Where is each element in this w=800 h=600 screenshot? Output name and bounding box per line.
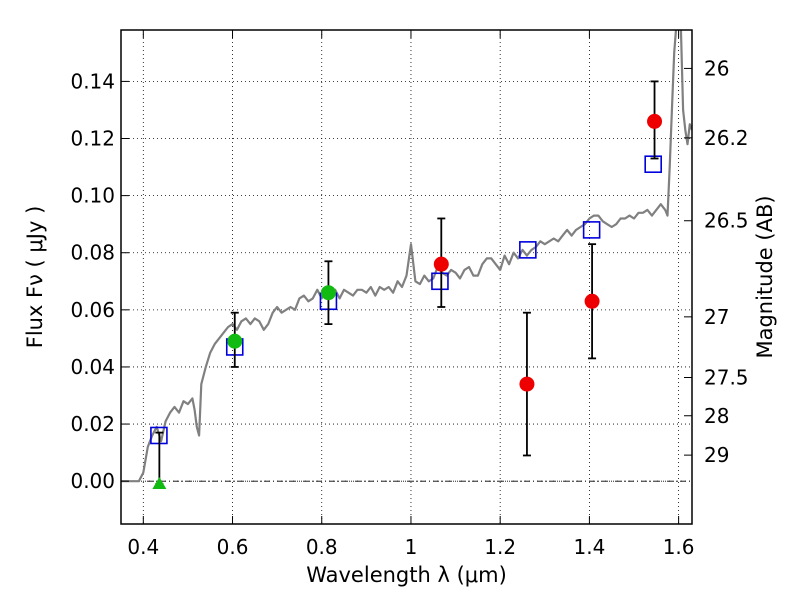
observed-flux-point xyxy=(320,285,336,301)
magnitude-tick-label: 26.5 xyxy=(704,209,749,233)
magnitude-tick-label: 27.5 xyxy=(704,365,749,389)
magnitude-axis-label: Magnitude (AB) xyxy=(753,195,777,358)
magnitude-tick-label: 29 xyxy=(704,443,729,467)
x-tick-label: 1.4 xyxy=(573,535,605,559)
model-spectrum-line xyxy=(679,30,692,146)
x-tick-label: 1.2 xyxy=(484,535,516,559)
axis-ticks xyxy=(121,30,692,524)
x-tick-label: 0.4 xyxy=(127,535,159,559)
x-tick-label: 1.6 xyxy=(663,535,695,559)
y-tick-label: 0.02 xyxy=(70,412,115,436)
model-photometry-square xyxy=(582,221,601,239)
magnitude-axis-tick-labels: 26 26.2 26.5 27 27.5 28 29 xyxy=(704,56,749,467)
y-tick-label: 0.06 xyxy=(70,298,115,322)
magnitude-tick-label: 27 xyxy=(704,305,729,329)
model-photometry-square xyxy=(519,241,537,259)
y-tick-label: 0.04 xyxy=(70,355,115,379)
model-spectrum-line xyxy=(121,30,678,483)
x-axis-tick-labels: 0.4 0.6 0.8 1 1.2 1.4 1.6 xyxy=(127,535,694,559)
y-tick-label: 0.10 xyxy=(70,184,115,208)
model-photometry-square xyxy=(644,155,662,174)
observed-flux-point xyxy=(647,113,663,129)
y-tick-label: 0.00 xyxy=(70,469,115,493)
observed-flux-point xyxy=(519,376,535,392)
x-tick-label: 0.8 xyxy=(306,535,338,559)
x-axis-label: Wavelength λ (μm) xyxy=(306,563,507,587)
model-photometry-square xyxy=(431,272,449,291)
x-tick-label: 1 xyxy=(405,535,418,559)
magnitude-tick-label: 26 xyxy=(704,56,729,80)
x-tick-label: 0.6 xyxy=(217,535,249,559)
plot-area xyxy=(121,30,692,490)
plot-frame xyxy=(120,29,693,525)
y-axis-tick-labels: 0.00 0.02 0.04 0.06 0.08 0.10 0.12 0.14 xyxy=(70,69,115,493)
observed-flux-point xyxy=(433,256,449,272)
observed-flux-point xyxy=(227,333,243,349)
y-tick-label: 0.12 xyxy=(70,127,115,151)
y-axis-label: Flux Fν ( μJy ) xyxy=(23,206,47,349)
observed-flux-triangle xyxy=(152,477,167,490)
magnitude-tick-label: 26.2 xyxy=(704,126,749,150)
y-tick-label: 0.14 xyxy=(70,69,115,93)
y-tick-label: 0.08 xyxy=(70,241,115,265)
magnitude-tick-label: 28 xyxy=(704,404,729,428)
observed-flux-point xyxy=(584,293,600,309)
